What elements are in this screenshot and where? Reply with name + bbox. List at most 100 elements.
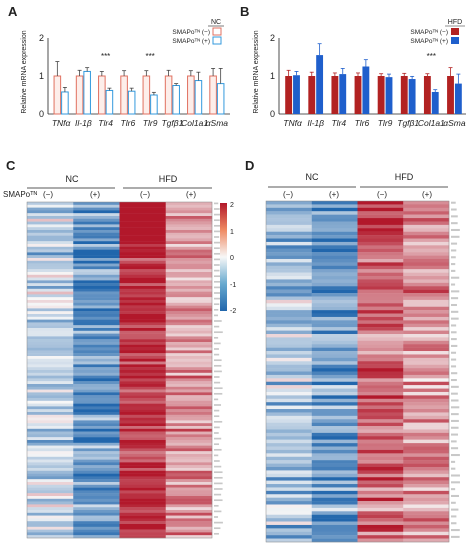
heatmap-cell-d-13-1 xyxy=(311,245,358,249)
heatmap-cell-c-82-0 xyxy=(27,431,74,435)
gene-label-c-58 xyxy=(214,364,222,367)
heatmap-cell-c-34-1 xyxy=(73,297,120,301)
heatmap-cell-d-86-0 xyxy=(266,494,312,498)
group-label-d-nc: NC xyxy=(306,172,319,182)
heatmap-cell-c-54-3 xyxy=(165,353,213,357)
heatmap-cell-d-68-2 xyxy=(357,432,404,437)
significance-mark-b-0: *** xyxy=(427,52,436,61)
heatmap-cell-c-70-3 xyxy=(165,398,213,401)
heatmap-cell-c-117-1 xyxy=(73,529,120,533)
heatmap-cell-c-13-2 xyxy=(119,238,166,242)
heatmap-cell-d-32-0 xyxy=(266,310,312,314)
heatmap-cell-c-109-0 xyxy=(27,507,74,511)
heatmap-cell-d-36-0 xyxy=(266,323,312,328)
heatmap-cell-c-103-0 xyxy=(27,490,74,494)
heatmap-cell-d-4-3 xyxy=(403,214,450,219)
heatmap-cell-c-116-0 xyxy=(27,526,74,530)
heatmap-cell-c-33-0 xyxy=(27,294,74,298)
heatmap-cell-c-45-2 xyxy=(119,328,166,331)
gene-label-c-2 xyxy=(214,208,220,210)
heatmap-cell-d-71-2 xyxy=(357,443,404,447)
heatmap-cell-c-51-1 xyxy=(73,344,120,348)
heatmap-cell-d-56-0 xyxy=(266,391,312,396)
heatmap-cell-c-1-2 xyxy=(119,204,166,208)
gene-label-d-94 xyxy=(451,522,457,525)
gene-labels-c xyxy=(214,202,223,535)
heatmap-cell-c-63-3 xyxy=(165,378,213,382)
heatmap-cell-d-35-1 xyxy=(311,320,358,324)
heatmap-cell-d-98-2 xyxy=(357,535,404,539)
heatmap-cell-d-28-0 xyxy=(266,296,312,301)
group-label-d-hfd: HFD xyxy=(395,172,414,182)
heatmap-cell-d-88-2 xyxy=(357,501,404,505)
bar-b-1-1 xyxy=(316,55,324,114)
heatmap-cell-c-6-2 xyxy=(119,218,166,222)
heatmap-cell-c-108-2 xyxy=(119,504,166,508)
gene-label-d-10 xyxy=(451,235,460,238)
heatmap-cell-c-16-1 xyxy=(73,246,120,250)
heatmap-cell-c-9-0 xyxy=(27,227,74,231)
heatmap-cell-d-96-0 xyxy=(266,528,312,532)
heatmap-cell-d-48-2 xyxy=(357,364,404,369)
heatmap-cell-c-36-2 xyxy=(119,302,166,306)
gene-label-c-30 xyxy=(214,286,221,289)
heatmap-cell-c-66-1 xyxy=(73,386,120,390)
heatmap-cell-c-113-0 xyxy=(27,518,74,522)
heatmap-cell-c-59-1 xyxy=(73,367,120,371)
heatmap-cell-c-5-1 xyxy=(73,216,120,219)
heatmap-cell-c-94-0 xyxy=(27,465,74,469)
heatmap-cell-c-58-2 xyxy=(119,364,166,368)
heatmap-cell-c-75-1 xyxy=(73,412,120,415)
heatmap-cell-d-66-0 xyxy=(266,426,312,430)
heatmap-cell-d-4-1 xyxy=(311,214,358,219)
heatmap-cell-c-35-3 xyxy=(165,300,213,303)
heatmap-cell-c-30-2 xyxy=(119,286,166,289)
heatmap-cell-c-67-2 xyxy=(119,389,166,393)
bar-chart-a: Relative mRNA expression 0 1 2 TNfα Il-1β… xyxy=(21,19,230,128)
significance-marks-b: *** xyxy=(427,52,436,61)
heatmap-cell-c-70-2 xyxy=(119,398,166,401)
heatmap-cell-c-69-3 xyxy=(165,395,213,399)
heatmap-cell-c-110-0 xyxy=(27,510,74,513)
heatmap-cell-c-80-1 xyxy=(73,426,120,429)
heatmap-cell-c-101-0 xyxy=(27,484,74,488)
heatmap-cell-d-85-1 xyxy=(311,490,358,495)
heatmap-cell-c-18-2 xyxy=(119,252,166,256)
y-tick-label-b-0: 0 xyxy=(270,109,275,119)
heatmap-cell-d-17-0 xyxy=(266,258,312,263)
gene-label-d-26 xyxy=(451,290,460,293)
heatmap-cell-d-3-2 xyxy=(357,211,404,215)
heatmap-cell-c-60-0 xyxy=(27,370,74,373)
heatmap-cell-d-33-0 xyxy=(266,313,312,318)
heatmap-cell-c-95-2 xyxy=(119,468,166,471)
heatmap-cell-c-7-1 xyxy=(73,221,120,225)
heatmap-cell-c-33-3 xyxy=(165,294,213,298)
heatmap-cell-c-79-0 xyxy=(27,423,74,427)
heatmap-cell-d-91-3 xyxy=(403,511,450,515)
bar-a-1-1 xyxy=(83,70,91,115)
heatmap-cell-c-53-1 xyxy=(73,350,120,354)
heatmap-cell-d-98-1 xyxy=(311,535,358,539)
heatmap-cell-c-115-0 xyxy=(27,524,74,527)
heatmap-cell-c-94-1 xyxy=(73,465,120,469)
heatmap-cell-c-61-3 xyxy=(165,372,213,376)
heatmap-cell-d-21-2 xyxy=(357,272,404,277)
heatmap-cell-c-83-0 xyxy=(27,434,74,438)
heatmap-cell-d-43-0 xyxy=(266,347,312,352)
heatmap-cell-d-43-3 xyxy=(403,347,450,352)
heatmap-cell-c-50-3 xyxy=(165,342,213,345)
y-axis-label-b: Relative mRNA expression xyxy=(253,30,260,113)
heatmap-cell-c-78-0 xyxy=(27,420,74,424)
heatmap-cell-c-90-3 xyxy=(165,454,213,457)
heatmap-cell-c-47-2 xyxy=(119,333,166,337)
heatmap-cell-c-74-0 xyxy=(27,409,74,413)
heatmap-cell-c-17-3 xyxy=(165,249,213,253)
heatmap-cell-d-98-0 xyxy=(266,535,312,539)
heatmap-cell-d-69-2 xyxy=(357,436,404,440)
gene-label-d-82 xyxy=(451,481,460,484)
heatmap-cell-c-114-0 xyxy=(27,521,74,525)
gene-label-c-102 xyxy=(214,488,223,490)
heatmap-cell-c-63-0 xyxy=(27,378,74,382)
gene-label-d-32 xyxy=(451,310,459,313)
